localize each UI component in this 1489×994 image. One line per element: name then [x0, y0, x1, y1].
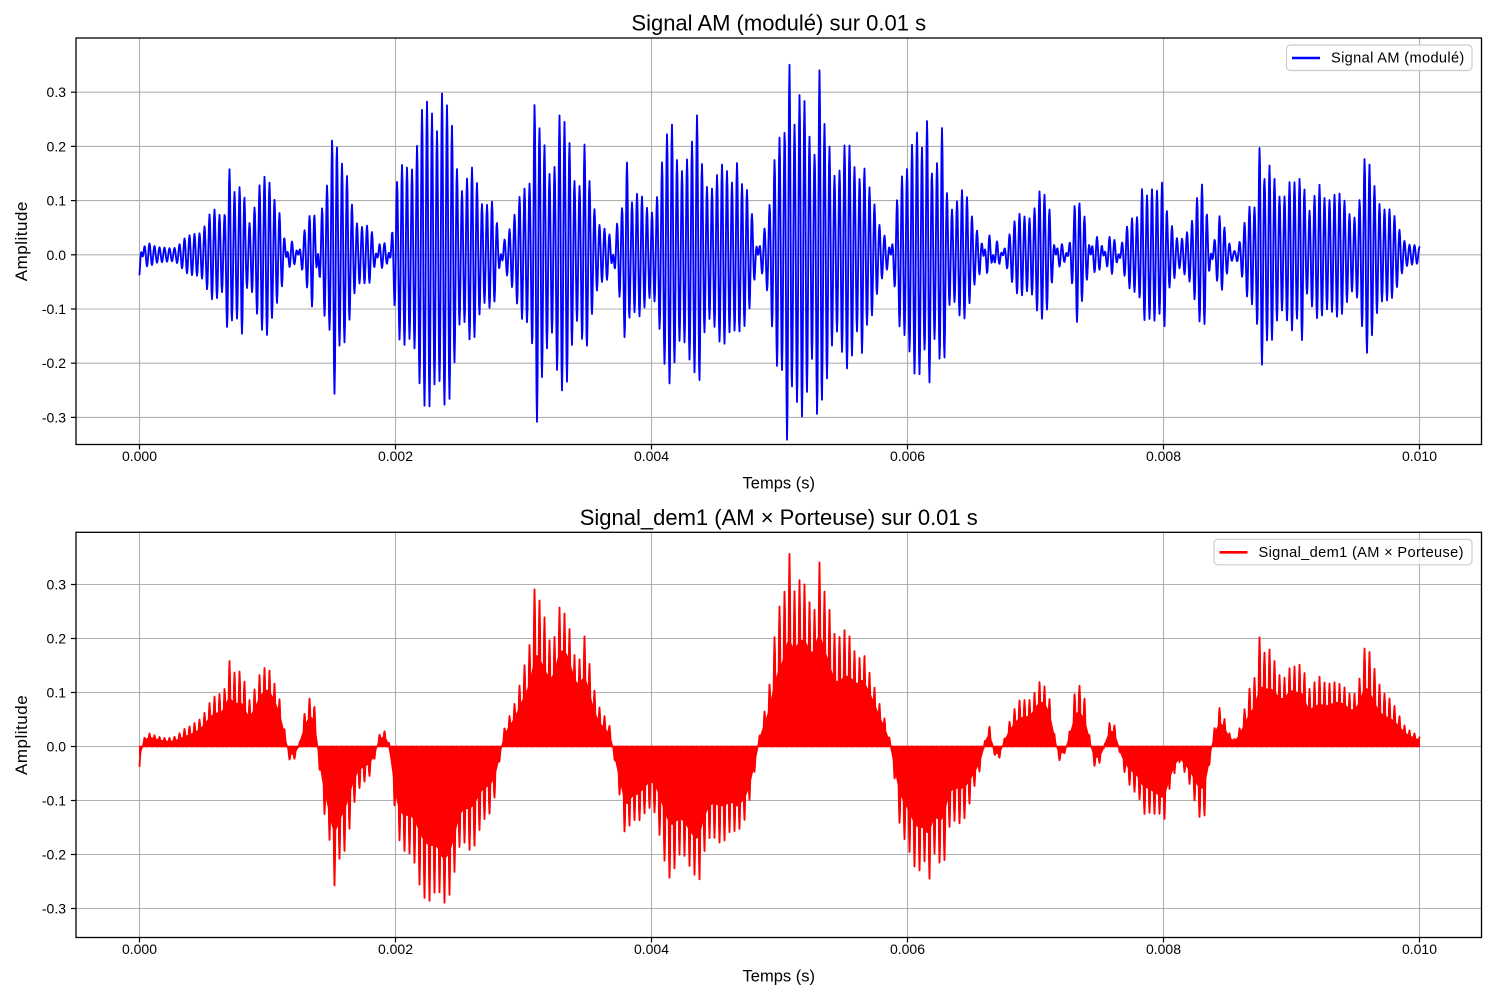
svg-text:-0.2: -0.2	[42, 355, 66, 371]
svg-text:-0.3: -0.3	[42, 409, 66, 425]
svg-text:0.004: 0.004	[634, 448, 669, 464]
svg-text:-0.1: -0.1	[42, 301, 66, 317]
svg-text:0.010: 0.010	[1402, 448, 1437, 464]
svg-text:0.2: 0.2	[47, 631, 67, 647]
svg-text:0.006: 0.006	[890, 448, 925, 464]
svg-text:-0.1: -0.1	[42, 793, 66, 809]
svg-text:0.002: 0.002	[378, 941, 413, 957]
svg-text:0.000: 0.000	[122, 448, 157, 464]
svg-text:0.006: 0.006	[890, 941, 925, 957]
svg-text:0.002: 0.002	[378, 448, 413, 464]
svg-text:Amplitude: Amplitude	[12, 695, 31, 775]
svg-text:0.004: 0.004	[634, 941, 669, 957]
svg-text:0.008: 0.008	[1146, 448, 1181, 464]
svg-text:Temps (s): Temps (s)	[743, 968, 815, 986]
svg-text:0.008: 0.008	[1146, 941, 1181, 957]
svg-text:0.1: 0.1	[47, 193, 67, 209]
svg-text:0.1: 0.1	[47, 685, 67, 701]
svg-text:Amplitude: Amplitude	[12, 201, 31, 281]
svg-text:0.000: 0.000	[122, 941, 157, 957]
svg-text:0.3: 0.3	[47, 577, 67, 593]
svg-text:-0.2: -0.2	[42, 847, 66, 863]
svg-text:Temps (s): Temps (s)	[743, 475, 815, 493]
svg-text:0.2: 0.2	[47, 138, 67, 154]
svg-text:0.0: 0.0	[47, 247, 67, 263]
svg-text:0.0: 0.0	[47, 739, 67, 755]
svg-text:Signal_dem1 (AM × Porteuse) su: Signal_dem1 (AM × Porteuse) sur 0.01 s	[580, 505, 978, 530]
svg-text:Signal AM (modulé): Signal AM (modulé)	[1331, 51, 1465, 67]
svg-text:Signal_dem1 (AM × Porteuse): Signal_dem1 (AM × Porteuse)	[1259, 545, 1464, 561]
svg-text:Signal AM (modulé) sur 0.01 s: Signal AM (modulé) sur 0.01 s	[631, 11, 926, 36]
svg-text:-0.3: -0.3	[42, 901, 66, 917]
svg-text:0.3: 0.3	[47, 84, 67, 100]
svg-text:0.010: 0.010	[1402, 941, 1437, 957]
